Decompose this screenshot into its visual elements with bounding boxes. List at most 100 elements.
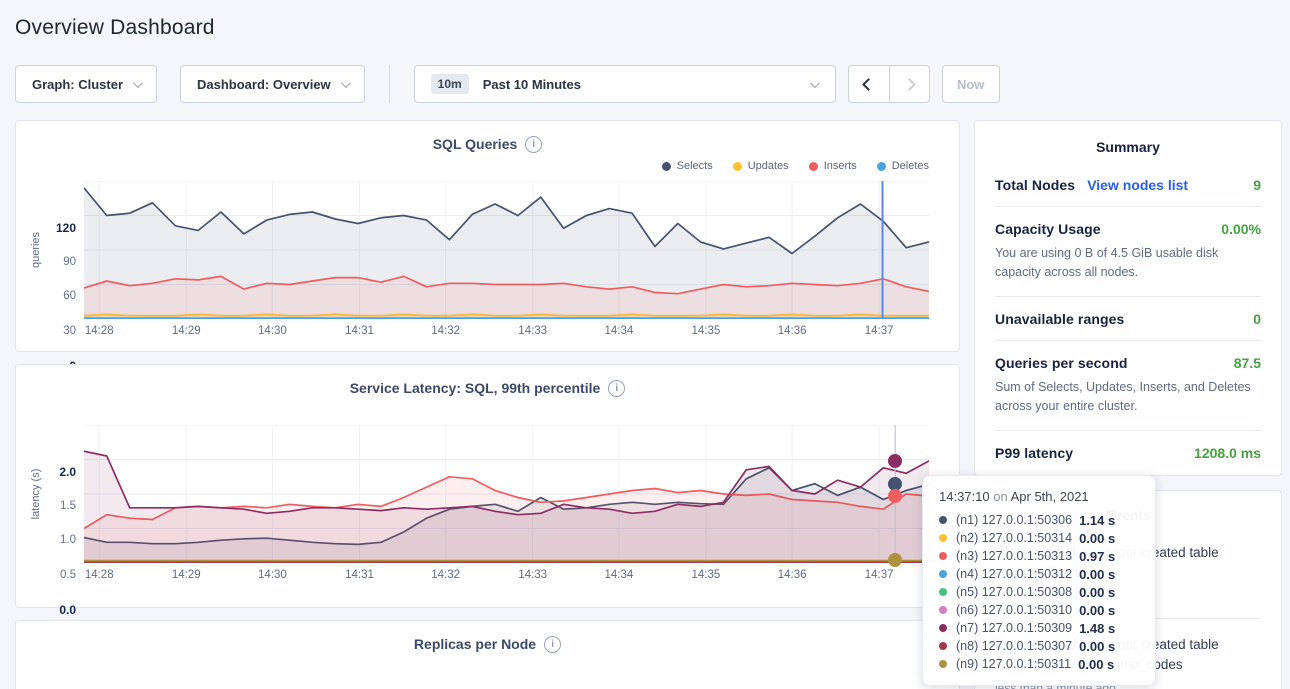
dashboard-dropdown[interactable]: Dashboard: Overview	[180, 65, 365, 103]
time-range-selector[interactable]: 10m Past 10 Minutes	[413, 65, 836, 103]
tooltip-node-address: (n5) 127.0.0.1:50308	[956, 585, 1073, 599]
tooltip-row: (n1) 127.0.0.1:50306 1.14 s	[939, 511, 1141, 529]
x-tick-label: 14:37	[864, 569, 894, 581]
x-tick-label: 14:35	[691, 325, 721, 337]
now-button[interactable]: Now	[941, 65, 1000, 103]
dashboard-dropdown-label: Dashboard: Overview	[197, 76, 331, 92]
chart-body: latency (s) 0.0 0.5 1.0 1.5 2.0 14:28 14:29 14…	[16, 424, 959, 617]
y-tick-label: 60	[63, 290, 76, 302]
chevron-down-icon	[132, 77, 143, 88]
node-color-dot	[939, 516, 947, 524]
chevron-right-icon	[902, 77, 916, 91]
summary-panel: Summary Total Nodes View nodes list 9 Capac…	[974, 120, 1282, 476]
summary-row: Total Nodes View nodes list 9	[995, 163, 1261, 207]
service-latency-plot-area[interactable]: 14:28 14:29 14:30 14:31 14:32 14:33 14:34 14:35…	[83, 424, 930, 581]
summary-value: 0.00%	[1221, 221, 1261, 237]
tooltip-row: (n9) 127.0.0.1:50311 0.00 s	[939, 655, 1141, 673]
y-tick-label: 30	[63, 324, 76, 337]
legend-item[interactable]: Updates	[732, 160, 789, 172]
chart-legend: Selects Updates Inserts Deletes	[661, 160, 929, 172]
legend-dot	[808, 161, 818, 171]
hover-point-dot	[888, 477, 903, 492]
tooltip-node-value: 0.00 s	[1079, 530, 1116, 546]
y-tick-label: 1.0	[60, 534, 76, 546]
y-axis-ticks: 0306090120	[46, 181, 84, 373]
summary-label: P99 latency	[995, 444, 1074, 461]
legend-item[interactable]: Inserts	[808, 160, 857, 172]
node-color-dot	[939, 642, 947, 650]
chart-title-row: SQL Queries i	[16, 135, 959, 153]
x-tick-label: 14:34	[604, 325, 634, 337]
info-icon[interactable]: i	[525, 135, 543, 153]
time-range-badge: 10m	[430, 74, 469, 94]
summary-row-top: Queries per second 87.5	[995, 355, 1261, 371]
tooltip-node-address: (n7) 127.0.0.1:50309	[956, 621, 1073, 635]
chevron-left-icon	[862, 77, 876, 91]
chart-panel-replicas-per-node: Replicas per Node i	[15, 620, 960, 689]
x-tick-label: 14:32	[431, 569, 461, 581]
chart-body: queries 0306090120 14:2814:2914:3014:311…	[16, 180, 959, 373]
summary-row-top: Total Nodes View nodes list 9	[995, 177, 1261, 193]
tooltip-row: (n5) 127.0.0.1:50308 0.00 s	[939, 583, 1141, 601]
x-tick-label: 14:28	[84, 325, 114, 337]
chart-title-row: Replicas per Node i	[16, 635, 959, 653]
x-tick-label: 14:28	[84, 569, 114, 581]
node-color-dot	[939, 606, 947, 614]
hover-point-dot	[888, 552, 903, 567]
tooltip-row: (n4) 127.0.0.1:50312 0.00 s	[939, 565, 1141, 583]
x-tick-label: 14:35	[691, 569, 721, 581]
chart-panel-sql-queries: SQL Queries i Selects Updates Inserts Delet…	[15, 120, 960, 373]
summary-label: Unavailable ranges	[995, 310, 1125, 327]
summary-subtext: You are using 0 B of 4.5 GiB usable disk…	[995, 246, 1219, 280]
y-tick-label: 2.0	[59, 465, 76, 479]
next-time-button[interactable]	[888, 66, 929, 102]
summary-row-top: P99 latency 1208.0 ms	[995, 445, 1261, 461]
legend-item[interactable]: Deletes	[876, 160, 929, 172]
tooltip-row: (n7) 127.0.0.1:50309 1.48 s	[939, 619, 1141, 637]
x-tick-label: 14:32	[431, 325, 461, 337]
info-icon[interactable]: i	[608, 379, 626, 397]
legend-row: Selects Updates Inserts Deletes	[16, 153, 959, 179]
y-axis-title: latency (s)	[30, 468, 42, 520]
tooltip-node-address: (n8) 127.0.0.1:50307	[956, 639, 1073, 653]
summary-subtext: Sum of Selects, Updates, Inserts, and De…	[995, 379, 1251, 414]
x-tick-label: 14:31	[345, 569, 374, 581]
tooltip-node-value: 0.00 s	[1078, 656, 1115, 672]
legend-label: Deletes	[891, 160, 929, 172]
legend-label: Updates	[747, 160, 789, 172]
time-range-label: Past 10 Minutes	[482, 76, 581, 92]
legend-item[interactable]: Selects	[661, 160, 713, 172]
y-tick-label: 0.0	[59, 603, 76, 617]
summary-row-top: Unavailable ranges 0	[995, 311, 1261, 327]
summary-label: Total Nodes	[995, 177, 1076, 193]
sql-queries-plot-area[interactable]: 14:28 14:29 14:30 14:31 14:32 14:33 14:34 14:35…	[83, 180, 930, 337]
view-nodes-list-link[interactable]: View nodes list	[1087, 177, 1189, 193]
tooltip-rows: (n1) 127.0.0.1:50306 1.14 s (n2) 127.0.0.1…	[939, 511, 1141, 673]
tooltip-node-value: 0.00 s	[1079, 566, 1116, 582]
x-tick-label: 14:37	[864, 325, 894, 337]
hover-tooltip: 14:37:10 on Apr 5th, 2021 (n1) 127.0.0.1…	[922, 475, 1156, 686]
summary-value: 9	[1253, 177, 1261, 193]
summary-row: Queries per second 87.5 Sum of Selects, Up…	[995, 341, 1261, 431]
y-tick-label: 90	[63, 255, 76, 268]
x-tick-label: 14:33	[518, 325, 548, 337]
legend-dot	[732, 161, 742, 171]
node-color-dot	[939, 534, 947, 542]
tooltip-node-value: 0.97 s	[1079, 548, 1116, 564]
x-tick-label: 14:36	[777, 325, 807, 337]
graph-dropdown[interactable]: Graph: Cluster	[15, 65, 158, 103]
node-color-dot	[939, 588, 947, 596]
hover-point-dot	[888, 489, 903, 504]
info-icon[interactable]: i	[544, 635, 562, 653]
summary-row-top: Capacity Usage 0.00%	[995, 221, 1261, 237]
chart-canvas	[83, 424, 930, 564]
x-tick-label: 14:36	[777, 569, 807, 581]
summary-row: Capacity Usage 0.00% You are using 0 B of …	[995, 207, 1261, 297]
y-axis-title: queries	[30, 231, 42, 269]
prev-time-button[interactable]	[849, 66, 889, 102]
legend-row	[16, 397, 959, 423]
chevron-down-icon	[809, 78, 820, 89]
summary-heading: Summary	[1096, 139, 1160, 155]
x-tick-label: 14:29	[171, 325, 201, 337]
tooltip-row: (n3) 127.0.0.1:50313 0.97 s	[939, 547, 1141, 565]
